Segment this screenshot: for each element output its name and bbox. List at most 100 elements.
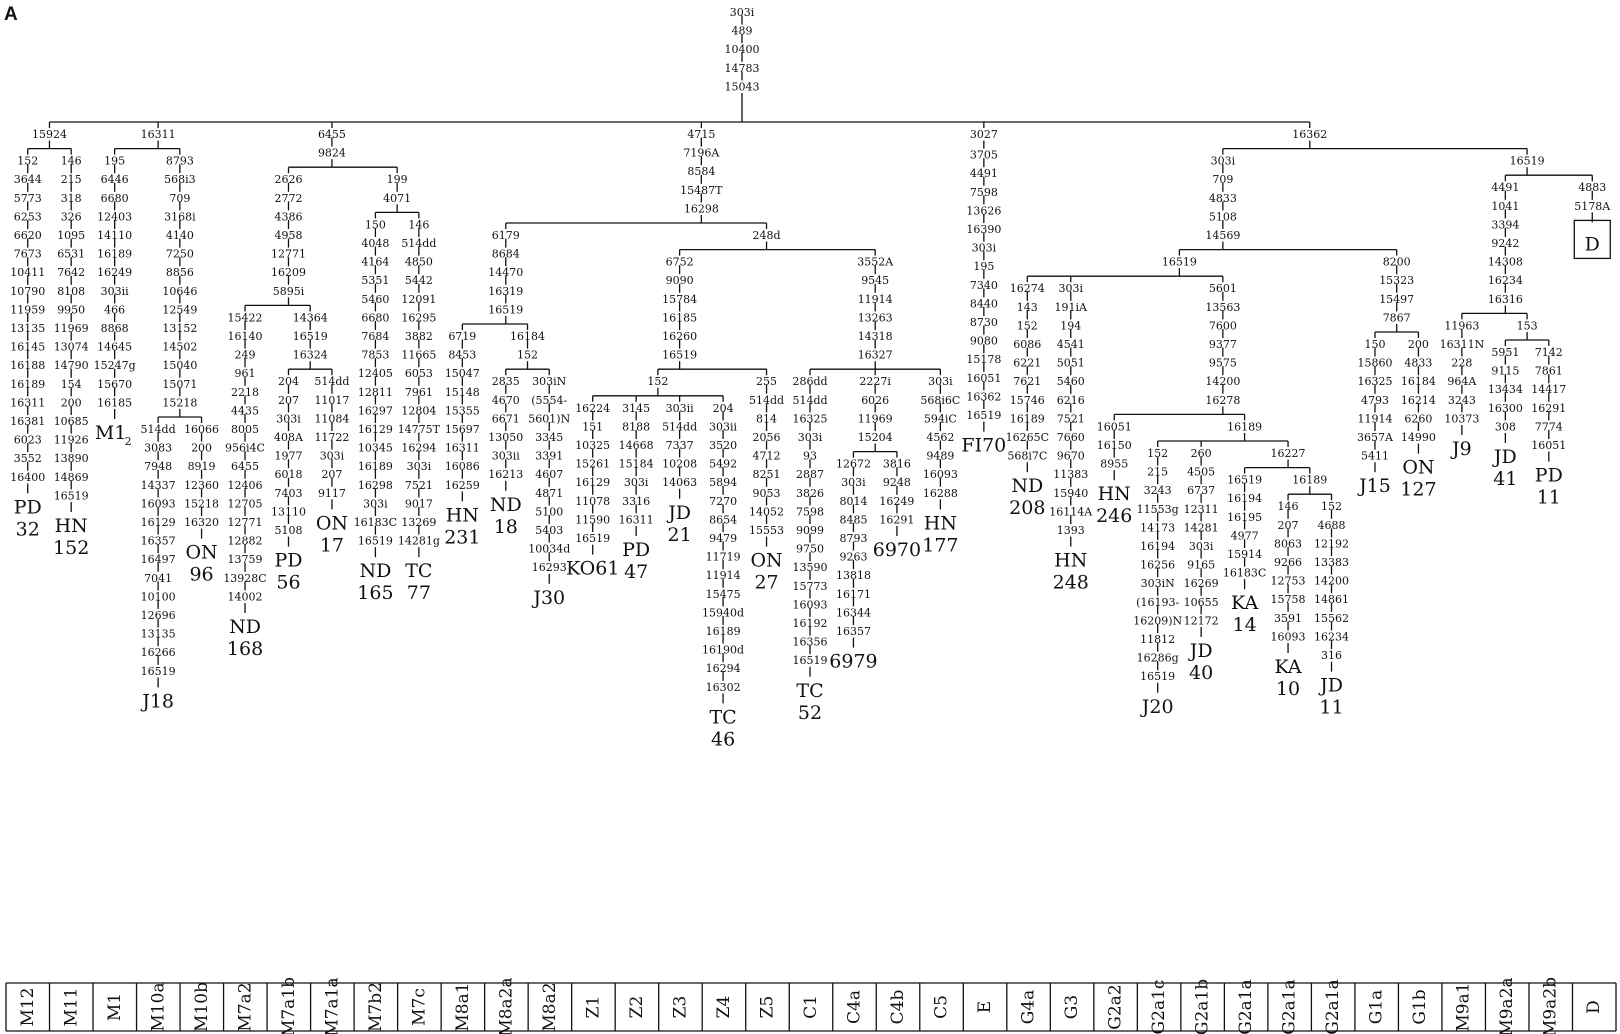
mutation-label: 16311N — [1440, 338, 1485, 351]
mutation-label: 9248 — [883, 476, 911, 489]
haplotype-label: ON — [316, 512, 348, 534]
haplogroup-cell: G2a1a — [1280, 979, 1300, 1034]
mutation-label: 10646 — [162, 285, 197, 298]
mutation-label: 6221 — [1013, 357, 1041, 370]
mutation-label: 303i — [841, 476, 866, 489]
mutation-label: 12672 — [836, 458, 871, 471]
mutation-label: 15773 — [793, 580, 828, 593]
mutation-label: 16192 — [793, 617, 828, 630]
mutation-label: 16093 — [1271, 630, 1306, 643]
mutation-label: 10325 — [575, 439, 610, 452]
mutation-label: 13590 — [793, 561, 828, 574]
mutation-label: 16297 — [358, 404, 393, 417]
mutation-label: 204 — [278, 375, 299, 388]
mutation-label: 4386 — [274, 210, 302, 223]
mutation-label: 7861 — [1535, 365, 1563, 378]
mutation-label: 568i6C — [920, 394, 960, 407]
mutation-label: 11969 — [858, 412, 893, 425]
mutation-label: 15784 — [662, 293, 697, 306]
mutation-label: 8005 — [231, 423, 259, 436]
mutation-label: 13383 — [1314, 556, 1349, 569]
haplogroup-cell: E — [975, 1001, 995, 1013]
mutation-label: 14281g — [398, 535, 440, 548]
mutation-label: 15940d — [702, 606, 744, 619]
mutation-label: 2887 — [796, 468, 824, 481]
mutation-label: 14063 — [662, 476, 697, 489]
d-box — [1573, 219, 1611, 260]
mutation-label: 303i — [1058, 282, 1083, 295]
mutation-label: 4607 — [535, 468, 563, 481]
mutation-label: 16390 — [966, 223, 1001, 236]
mutation-label: 14775T — [398, 423, 441, 436]
mutation-label: 12771 — [271, 248, 306, 261]
root-mutation: 303i — [730, 6, 755, 19]
haplotype-label: 11 — [1537, 487, 1561, 509]
mutation-label: 15184 — [619, 458, 654, 471]
mutation-label: 10208 — [662, 458, 697, 471]
mutation-label: 303ii — [101, 285, 130, 298]
mutation-label: 4871 — [535, 487, 563, 500]
mutation-label: 260 — [1191, 447, 1212, 460]
mutation-label: 16189 — [97, 248, 132, 261]
mutation-label: 16497 — [141, 553, 176, 566]
mutation-label: 16171 — [836, 588, 871, 601]
mutation-label: 303i — [1211, 155, 1236, 168]
mutation-label: 14668 — [619, 439, 654, 452]
haplotype-label: 18 — [494, 516, 518, 538]
mutation-label: (5554- — [531, 394, 567, 407]
mutation-label: 10373 — [1444, 412, 1479, 425]
mutation-label: 14200 — [1205, 375, 1240, 388]
mutation-label: 3816 — [883, 458, 911, 471]
mutation-label: 151 — [582, 420, 603, 433]
haplotype-label: JD — [1492, 446, 1517, 468]
mutation-label: 15323 — [1379, 274, 1414, 287]
mutation-label: 7196A — [683, 147, 720, 160]
mutation-label: 12804 — [401, 404, 436, 417]
mutation-label: 9824 — [318, 147, 346, 160]
mutation-label: 16320 — [184, 516, 219, 529]
mutation-label: 1041 — [1491, 200, 1519, 213]
mutation-label: 14002 — [228, 590, 263, 603]
mutation-label: 8063 — [1274, 537, 1302, 550]
mutation-label: 16286g — [1137, 652, 1179, 665]
mutation-label: 15487T — [680, 184, 723, 197]
haplogroup-cell: Z4 — [714, 996, 734, 1019]
haplotype-label: TC — [405, 560, 432, 582]
mutation-label: 199 — [387, 173, 408, 186]
haplotype-label: ON — [185, 542, 217, 564]
mutation-label: 6620 — [14, 229, 42, 242]
mutation-label: 16362 — [966, 390, 1001, 403]
mutation-label: 4833 — [1209, 192, 1237, 205]
mutation-label: 9545 — [861, 274, 889, 287]
mutation-label: 7337 — [666, 439, 694, 452]
haplogroup-cell: Z1 — [583, 996, 603, 1019]
root-mutation: 15043 — [725, 80, 760, 93]
haplotype-label: 127 — [1400, 479, 1436, 501]
mutation-label: 11969 — [54, 322, 89, 335]
mutation-label: 514dd — [792, 394, 827, 407]
haplogroup-cell: M7a1b — [279, 977, 299, 1034]
mutation-label: 709 — [169, 192, 190, 205]
haplogroup-table: M12 M11 M1 M10a M10b M7a2 M7a1b M7a1a M7b2 M7c M8a… — [5, 977, 1617, 1034]
mutation-label: 8730 — [970, 316, 998, 329]
mutation-label: 16294 — [401, 442, 436, 455]
mutation-label: 16293 — [532, 561, 567, 574]
mutation-label: 16066 — [184, 423, 219, 436]
mutation-label: 4541 — [1057, 338, 1085, 351]
mutation-label: 8856 — [166, 266, 194, 279]
mutation-label: 709 — [1212, 173, 1233, 186]
mutation-label: 16224 — [575, 402, 610, 415]
haplogroup-cell: G2a1a — [1323, 979, 1343, 1034]
mutation-label: 3345 — [535, 431, 563, 444]
mutation-label: 16519 — [293, 330, 328, 343]
mutation-label: 5403 — [535, 524, 563, 537]
mutation-label: 207 — [1278, 519, 1299, 532]
mutation-label: 16259 — [445, 479, 480, 492]
mutation-label: 5351 — [361, 274, 389, 287]
mutation-label: 5951 — [1491, 346, 1519, 359]
mutation-label: 11719 — [706, 551, 741, 564]
haplotype-label: ON — [750, 550, 782, 572]
mutation-label: 8200 — [1383, 256, 1411, 269]
mutation-label: 10411 — [10, 266, 45, 279]
mutation-label: 303ii — [492, 450, 521, 463]
